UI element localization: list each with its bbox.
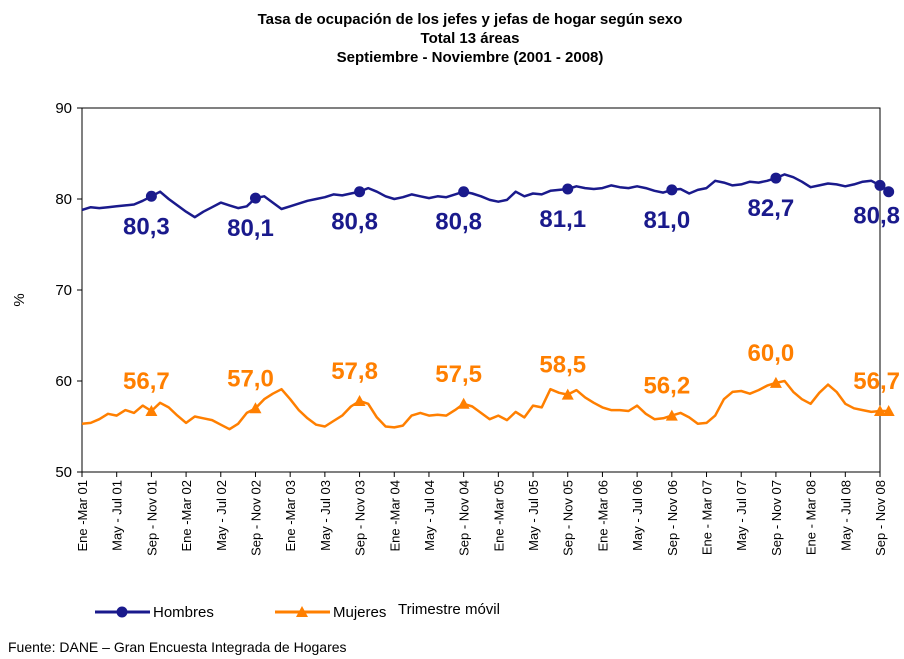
data-label: 80,3 — [123, 213, 170, 240]
x-tick-label: Sep - Nov 02 — [248, 480, 263, 556]
y-tick-label: 80 — [55, 191, 72, 208]
data-label: 57,0 — [227, 365, 274, 392]
chart-subtitle: Septiembre - Noviembre (2001 - 2008) — [337, 49, 604, 66]
legend-label: Hombres — [153, 604, 214, 621]
data-label: 56,2 — [643, 373, 690, 400]
x-tick-label: Ene -Mar 06 — [595, 480, 610, 552]
marker — [874, 179, 886, 191]
x-tick-label: Ene -Mar 03 — [283, 480, 298, 552]
chart-subtitle: Total 13 áreas — [421, 30, 520, 47]
x-axis-label: Trimestre móvil — [398, 601, 500, 618]
data-label: 81,1 — [539, 206, 586, 233]
x-tick-label: Ene -Mar 04 — [387, 480, 402, 552]
marker — [665, 409, 678, 421]
x-tick-label: Ene -Mar 02 — [179, 480, 194, 552]
marker — [666, 184, 678, 196]
data-label: 81,0 — [643, 207, 690, 234]
x-tick-label: May - Jul 02 — [214, 480, 229, 551]
data-label: 80,8 — [435, 209, 482, 236]
data-label: 57,8 — [331, 358, 378, 385]
marker — [561, 388, 574, 400]
series-line — [81, 379, 889, 431]
x-tick-label: Sep - Nov 04 — [457, 480, 472, 556]
x-tick-label: Ene -Mar 05 — [491, 480, 506, 552]
chart-title: Tasa de ocupación de los jefes y jefas d… — [258, 11, 683, 28]
source: Fuente: DANE – Gran Encuesta Integrada d… — [8, 639, 347, 655]
x-tick-label: Sep - Nov 06 — [665, 480, 680, 556]
marker — [249, 402, 262, 414]
marker — [874, 405, 886, 417]
series-line — [81, 173, 890, 219]
x-tick-label: May - Jul 04 — [422, 480, 437, 551]
marker — [354, 186, 366, 198]
marker — [458, 186, 470, 198]
x-tick-label: May - Jul 05 — [526, 480, 541, 551]
x-tick-label: May - Jul 07 — [734, 480, 749, 551]
x-tick-label: May - Jul 03 — [318, 480, 333, 551]
x-tick-label: Sep - Nov 07 — [769, 480, 784, 556]
y-tick-label: 70 — [55, 282, 72, 299]
y-tick-label: 60 — [55, 373, 72, 390]
marker — [249, 192, 261, 204]
x-tick-label: Ene -Mar 01 — [75, 480, 90, 552]
data-label: 80,8 — [853, 202, 900, 229]
y-tick-label: 90 — [55, 100, 72, 117]
x-tick-label: Sep - Nov 03 — [353, 480, 368, 556]
marker — [882, 405, 895, 417]
x-tick-label: Sep - Nov 01 — [144, 480, 159, 556]
data-label: 56,7 — [123, 368, 170, 395]
marker — [116, 606, 128, 618]
data-label: 56,7 — [853, 368, 900, 395]
x-tick-label: May - Jul 01 — [110, 480, 125, 551]
marker — [562, 183, 574, 195]
marker — [770, 172, 782, 184]
marker — [769, 376, 782, 388]
x-tick-label: Ene - Mar 08 — [804, 480, 819, 555]
y-tick-label: 50 — [55, 464, 72, 481]
data-label: 80,8 — [331, 209, 378, 236]
x-tick-label: Sep - Nov 08 — [873, 480, 888, 556]
marker — [353, 395, 366, 407]
data-label: 82,7 — [748, 195, 795, 222]
x-tick-label: May - Jul 06 — [630, 480, 645, 551]
legend-label: Mujeres — [333, 604, 386, 621]
data-label: 80,1 — [227, 215, 274, 242]
marker — [145, 190, 157, 202]
x-tick-label: Sep - Nov 05 — [561, 480, 576, 556]
x-tick-label: May - Jul 08 — [838, 480, 853, 551]
marker — [883, 186, 895, 198]
y-axis-label: % — [11, 293, 28, 306]
data-label: 60,0 — [748, 340, 795, 367]
data-label: 57,5 — [435, 361, 482, 388]
data-label: 58,5 — [539, 352, 586, 379]
x-tick-label: Ene - Mar 07 — [700, 480, 715, 555]
marker — [145, 405, 158, 417]
marker — [296, 606, 308, 617]
marker — [457, 397, 470, 409]
